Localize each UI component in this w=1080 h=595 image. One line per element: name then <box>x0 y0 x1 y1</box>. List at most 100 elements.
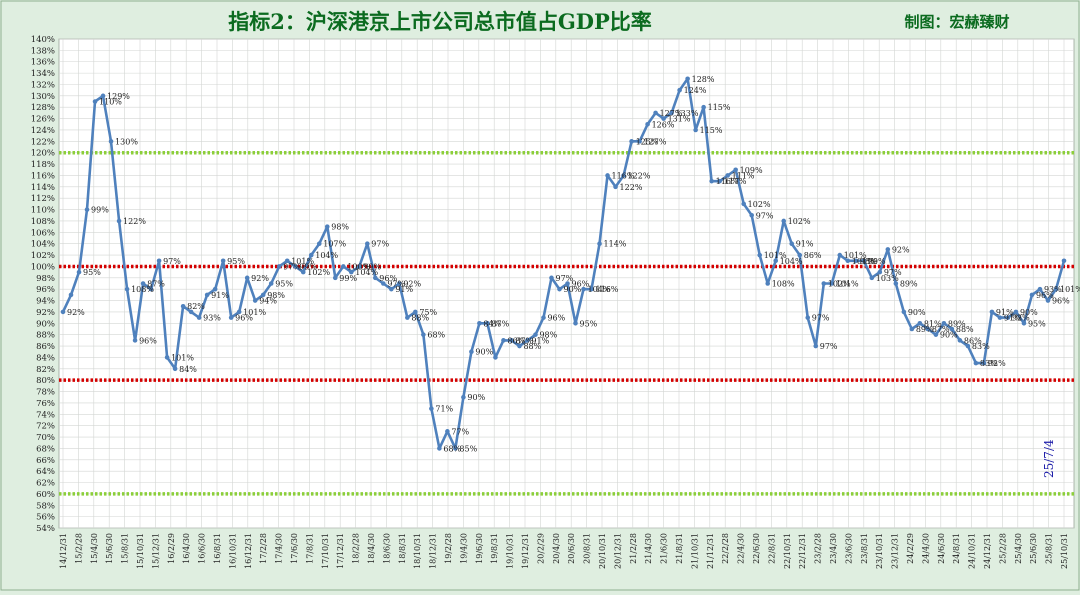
data-point <box>957 338 963 343</box>
data-label: 86% <box>964 336 982 345</box>
data-point <box>124 286 130 292</box>
data-point <box>308 252 314 258</box>
data-label: 127% <box>660 109 683 118</box>
data-label: 92% <box>67 308 85 317</box>
data-point <box>397 281 402 286</box>
data-point <box>973 360 979 366</box>
y-tick-label: 84% <box>36 353 55 363</box>
data-label: 90% <box>467 393 485 402</box>
data-point <box>156 258 162 264</box>
y-tick-label: 88% <box>36 331 55 341</box>
data-label: 97% <box>163 257 181 266</box>
y-tick-label: 78% <box>36 388 55 398</box>
series-layer <box>60 76 1067 451</box>
data-point <box>421 332 426 337</box>
data-point <box>893 281 899 286</box>
data-point <box>485 321 490 326</box>
data-label: 107% <box>323 240 346 249</box>
data-point <box>829 281 835 286</box>
x-tick-label: 15/2/28 <box>74 533 83 564</box>
data-point <box>276 264 282 269</box>
series-line <box>61 77 1066 450</box>
data-point <box>573 321 578 326</box>
data-point <box>597 241 602 246</box>
data-label: 99% <box>339 274 357 283</box>
data-label: 94% <box>259 297 277 306</box>
data-point <box>805 315 811 320</box>
data-point <box>381 281 386 286</box>
x-tick-label: 21/10/31 <box>690 533 699 569</box>
data-point <box>677 87 682 93</box>
data-label: 96% <box>572 280 590 289</box>
x-tick-label: 20/12/31 <box>613 533 622 569</box>
data-label: 91% <box>395 285 413 294</box>
x-tick-label: 19/6/30 <box>475 533 484 564</box>
x-axis: 14/12/31 15/2/28 15/4/30 15/6/30 15/8/31 15/1… <box>59 533 1069 569</box>
y-tick-label: 82% <box>36 365 55 375</box>
y-tick-label: 54% <box>36 524 55 534</box>
data-label: 84% <box>483 319 501 328</box>
data-point <box>909 326 915 332</box>
data-label: 91% <box>796 240 814 249</box>
data-point <box>252 298 258 303</box>
x-tick-label: 18/10/31 <box>413 533 422 569</box>
data-label: 97% <box>387 280 405 289</box>
data-point <box>509 338 514 343</box>
x-tick-label: 22/12/31 <box>798 533 807 569</box>
x-tick-label: 16/8/31 <box>213 533 222 564</box>
data-point <box>557 286 562 292</box>
x-tick-label: 17/10/31 <box>321 533 330 569</box>
x-tick-label: 17/6/30 <box>290 533 299 564</box>
data-label: 93% <box>203 314 221 323</box>
x-tick-label: 23/6/30 <box>844 533 853 564</box>
data-point <box>292 264 298 269</box>
data-label: 90% <box>908 308 926 317</box>
data-label: 75% <box>419 308 437 317</box>
data-label: 131% <box>668 115 691 124</box>
y-tick-label: 66% <box>36 456 55 466</box>
data-point <box>92 99 98 104</box>
data-point <box>717 178 722 184</box>
data-label: 102% <box>307 268 330 277</box>
data-point <box>1053 286 1059 292</box>
data-label: 101% <box>243 308 266 317</box>
x-tick-label: 22/10/31 <box>783 533 792 569</box>
y-tick-label: 112% <box>31 194 55 204</box>
data-label: 100% <box>347 262 370 271</box>
data-point <box>501 338 506 343</box>
data-label: 88% <box>956 325 974 334</box>
data-label: 117% <box>724 177 747 186</box>
data-label: 124% <box>684 86 707 95</box>
data-label: 97% <box>371 240 389 249</box>
chart-credit: 制图：宏赫臻财 <box>904 13 1009 31</box>
data-point <box>429 406 434 411</box>
x-tick-label: 20/10/31 <box>598 533 607 569</box>
data-label: 95% <box>83 268 101 277</box>
data-label: 111% <box>732 171 755 180</box>
x-tick-label: 25/6/30 <box>1029 533 1038 564</box>
x-tick-label: 22/6/30 <box>752 533 761 564</box>
x-tick-label: 24/8/31 <box>952 533 961 564</box>
x-tick-label: 18/4/30 <box>367 533 376 564</box>
y-tick-label: 134% <box>31 69 55 79</box>
data-point <box>180 303 186 309</box>
y-tick-label: 136% <box>31 58 55 68</box>
data-label: 91% <box>211 291 229 300</box>
x-tick-label: 19/2/28 <box>444 533 453 564</box>
y-tick-label: 86% <box>36 342 55 352</box>
data-point <box>749 212 754 218</box>
x-tick-label: 15/4/30 <box>90 533 99 564</box>
data-label: 84% <box>179 365 197 374</box>
x-tick-label: 24/10/31 <box>968 533 977 569</box>
data-label: 99% <box>91 206 109 215</box>
y-tick-label: 94% <box>36 297 55 307</box>
data-label: 96% <box>547 314 565 323</box>
data-label: 87% <box>932 325 950 334</box>
y-tick-label: 130% <box>31 92 55 102</box>
y-tick-label: 72% <box>36 422 55 432</box>
data-point <box>445 429 450 434</box>
data-point <box>236 309 242 315</box>
data-label: 102% <box>828 280 851 289</box>
x-tick-label: 15/12/31 <box>151 533 160 569</box>
